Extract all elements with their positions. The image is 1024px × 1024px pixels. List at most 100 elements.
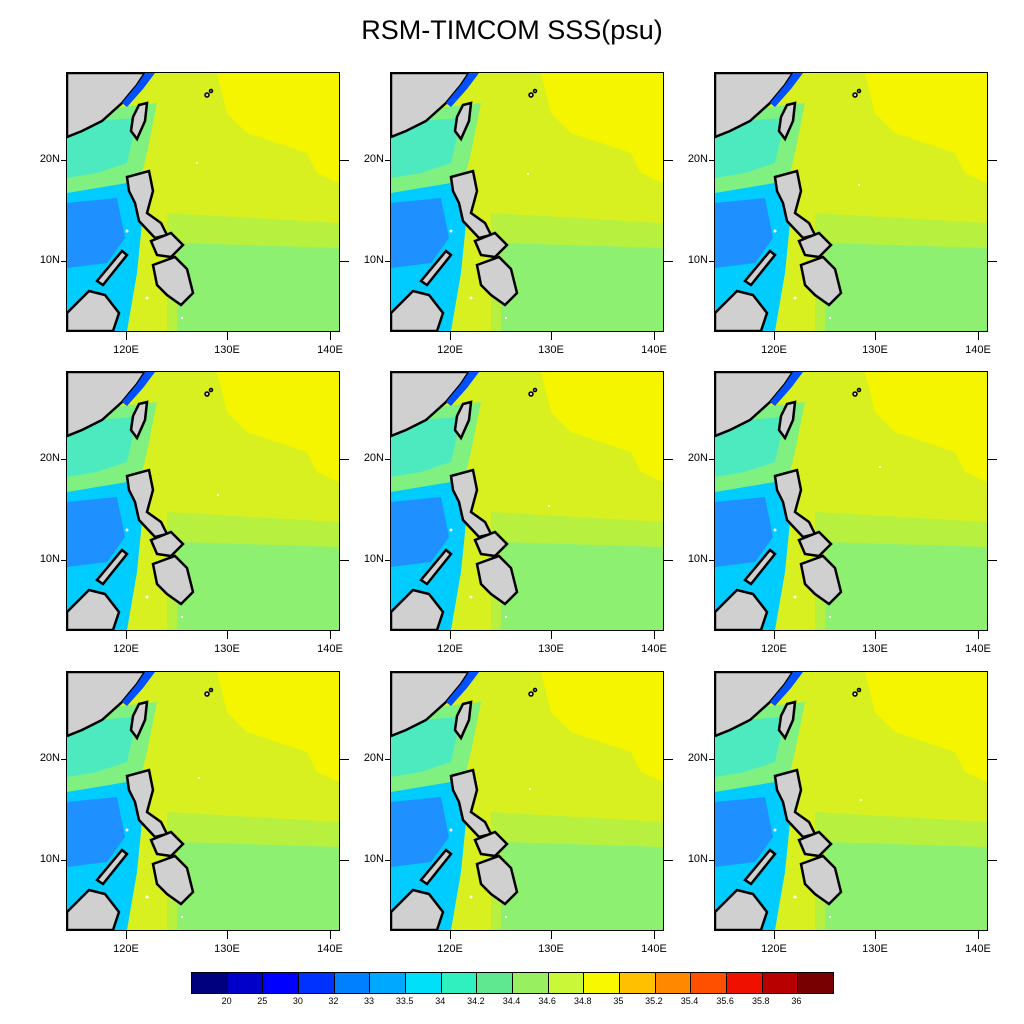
lon-tick xyxy=(654,631,655,639)
lon-label: 120E xyxy=(430,643,470,655)
colorbar-box xyxy=(691,973,727,993)
lat-label: 20N xyxy=(344,153,384,165)
colorbar-box xyxy=(620,973,656,993)
colorbar-label: 20 xyxy=(207,996,247,1006)
lon-label: 120E xyxy=(430,943,470,955)
colorbar-box xyxy=(477,973,513,993)
lon-tick xyxy=(227,332,228,340)
colorbar-label: 35.4 xyxy=(670,996,710,1006)
colorbar-box xyxy=(370,973,406,993)
lat-tick xyxy=(385,459,390,460)
lat-label: 10N xyxy=(668,553,708,565)
lat-tick xyxy=(385,160,390,161)
lat-label: 20N xyxy=(344,452,384,464)
lon-label: 120E xyxy=(754,643,794,655)
colorbar-label: 25 xyxy=(242,996,282,1006)
lon-tick xyxy=(551,931,552,939)
colorbar-label: 33.5 xyxy=(385,996,425,1006)
lat-tick xyxy=(61,860,66,861)
lat-tick xyxy=(61,160,66,161)
lon-tick xyxy=(330,931,331,939)
lon-label: 120E xyxy=(754,344,794,356)
lat-label: 10N xyxy=(20,254,60,266)
lon-tick xyxy=(126,631,127,639)
lat-label: 10N xyxy=(344,254,384,266)
lon-label: 130E xyxy=(531,943,571,955)
lon-label: 140E xyxy=(634,643,674,655)
map-panel xyxy=(390,72,664,332)
lon-label: 120E xyxy=(106,943,146,955)
lat-tick xyxy=(385,860,390,861)
lat-tick xyxy=(987,860,997,861)
colorbar-label: 34.8 xyxy=(563,996,603,1006)
lat-label: 10N xyxy=(20,853,60,865)
lat-label: 20N xyxy=(668,153,708,165)
map-panel xyxy=(66,72,340,332)
colorbar-box xyxy=(335,973,371,993)
map-panel xyxy=(714,671,988,931)
lon-tick xyxy=(450,931,451,939)
colorbar-box xyxy=(584,973,620,993)
lat-tick xyxy=(61,759,66,760)
lon-tick xyxy=(875,332,876,340)
lat-tick xyxy=(987,261,997,262)
lon-tick xyxy=(654,332,655,340)
lon-tick xyxy=(330,332,331,340)
colorbar-label: 32 xyxy=(313,996,353,1006)
lon-tick xyxy=(654,931,655,939)
lat-tick xyxy=(987,160,997,161)
lon-label: 130E xyxy=(855,344,895,356)
colorbar-label: 30 xyxy=(278,996,318,1006)
lon-tick xyxy=(227,931,228,939)
lat-tick xyxy=(61,560,66,561)
lat-tick xyxy=(385,759,390,760)
colorbar-label: 35 xyxy=(598,996,638,1006)
lat-tick xyxy=(709,261,714,262)
lat-tick xyxy=(987,459,997,460)
lon-label: 130E xyxy=(207,643,247,655)
colorbar-label: 35.8 xyxy=(741,996,781,1006)
lon-label: 130E xyxy=(531,344,571,356)
map-panel xyxy=(714,371,988,631)
lon-label: 140E xyxy=(958,344,998,356)
lon-tick xyxy=(330,631,331,639)
lon-tick xyxy=(978,332,979,340)
lon-tick xyxy=(774,332,775,340)
lat-tick xyxy=(709,860,714,861)
lat-tick xyxy=(709,459,714,460)
lon-tick xyxy=(126,931,127,939)
lon-tick xyxy=(450,332,451,340)
lon-tick xyxy=(875,931,876,939)
map-panel xyxy=(66,671,340,931)
lon-tick xyxy=(227,631,228,639)
lon-label: 140E xyxy=(310,344,350,356)
colorbar-box xyxy=(763,973,799,993)
lat-tick xyxy=(709,560,714,561)
lat-tick xyxy=(987,759,997,760)
map-panel xyxy=(66,371,340,631)
lon-label: 130E xyxy=(855,643,895,655)
lat-label: 20N xyxy=(344,752,384,764)
lon-label: 120E xyxy=(106,344,146,356)
lon-label: 130E xyxy=(855,943,895,955)
lon-label: 120E xyxy=(754,943,794,955)
colorbar-box xyxy=(442,973,478,993)
colorbar-box xyxy=(798,973,833,993)
lat-tick xyxy=(61,261,66,262)
colorbar-label: 34.4 xyxy=(492,996,532,1006)
lon-label: 130E xyxy=(531,643,571,655)
colorbar-label: 35.6 xyxy=(705,996,745,1006)
colorbar-label: 34.6 xyxy=(527,996,567,1006)
lat-label: 10N xyxy=(668,853,708,865)
lon-label: 140E xyxy=(958,943,998,955)
colorbar xyxy=(191,972,834,994)
lat-label: 10N xyxy=(668,254,708,266)
colorbar-label: 33 xyxy=(349,996,389,1006)
map-panel xyxy=(390,371,664,631)
lat-tick xyxy=(987,560,997,561)
lat-tick xyxy=(61,459,66,460)
lon-label: 120E xyxy=(106,643,146,655)
map-panel xyxy=(714,72,988,332)
lon-label: 140E xyxy=(634,943,674,955)
lon-label: 140E xyxy=(958,643,998,655)
